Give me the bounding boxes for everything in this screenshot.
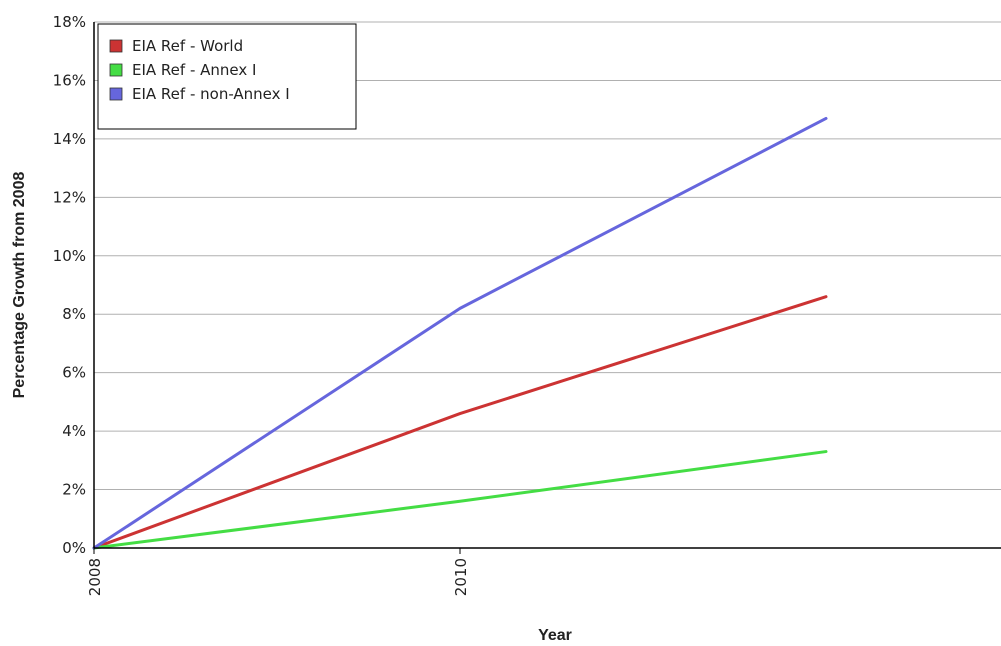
x-axis-title: Year	[538, 627, 572, 644]
y-tick-label: 8%	[62, 305, 86, 323]
y-tick-label: 12%	[53, 188, 86, 206]
legend-label: EIA Ref - Annex I	[132, 61, 256, 79]
series-line	[92, 116, 828, 550]
axes	[93, 22, 1001, 549]
legend-swatch	[109, 63, 123, 77]
x-tick-label: 2008	[86, 558, 104, 596]
legend-swatch	[109, 39, 123, 53]
y-tick-label: 4%	[62, 422, 86, 440]
x-tick-labels: 2008 2010	[86, 548, 470, 596]
legend-label: EIA Ref - non-Annex I	[132, 85, 290, 103]
grid-lines	[94, 21, 1001, 491]
series-line	[92, 450, 828, 550]
legend-swatch	[109, 87, 123, 101]
y-tick-label: 18%	[53, 13, 86, 31]
y-tick-label: 6%	[62, 364, 86, 382]
series-lines	[92, 116, 828, 550]
series-line	[92, 295, 828, 550]
y-tick-label: 2%	[62, 481, 86, 499]
legend-box	[97, 23, 357, 130]
x-tick-label: 2010	[452, 558, 470, 596]
y-tick-label: 14%	[53, 130, 86, 148]
legend: EIA Ref - World EIA Ref - Annex I EIA Ref …	[97, 23, 357, 130]
y-axis-title: Percentage Growth from 2008	[11, 172, 28, 399]
y-tick-label: 0%	[62, 539, 86, 557]
legend-label: EIA Ref - World	[132, 37, 243, 55]
y-tick-label: 16%	[53, 71, 86, 89]
y-tick-labels: 0% 2% 4% 6% 8% 10% 12% 14% 16% 18%	[53, 13, 86, 557]
y-tick-label: 10%	[53, 247, 86, 265]
